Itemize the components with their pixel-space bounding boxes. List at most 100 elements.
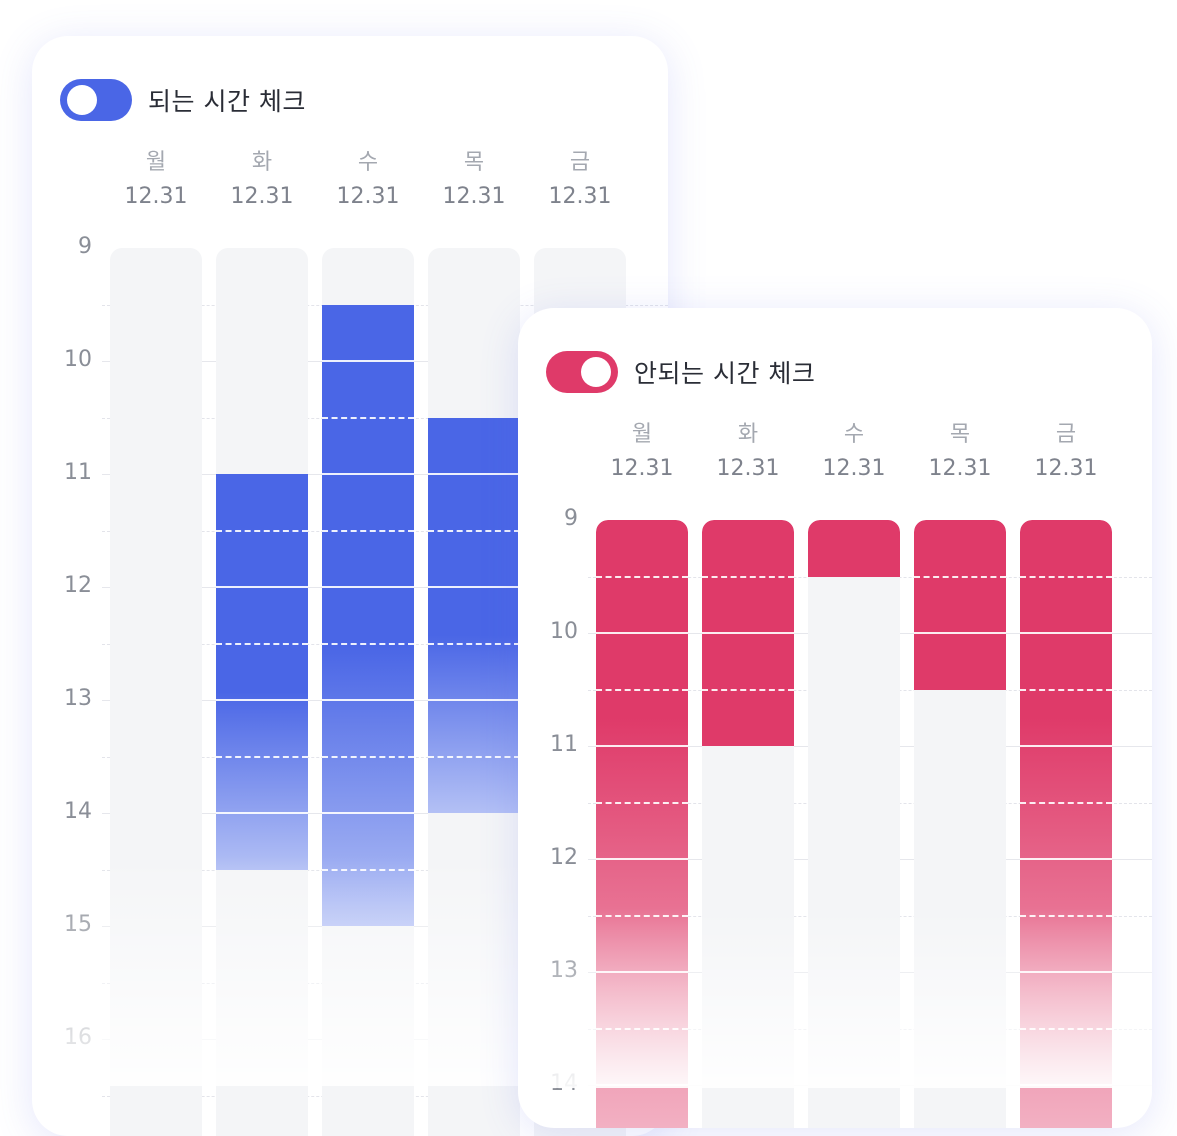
day-header[interactable]: 월 12.31 <box>110 150 202 212</box>
hour-tick-label: 12 <box>64 573 92 598</box>
half-hour-divider <box>322 529 414 532</box>
half-hour-divider <box>914 575 1006 578</box>
day-column[interactable] <box>216 248 308 1136</box>
day-header[interactable]: 금 12.31 <box>534 150 626 212</box>
day-header[interactable]: 금 12.31 <box>1020 422 1112 484</box>
day-name: 화 <box>737 422 759 447</box>
half-hour-divider <box>428 529 520 532</box>
day-header[interactable]: 목 12.31 <box>914 422 1006 484</box>
day-name: 월 <box>145 150 167 175</box>
day-date: 12.31 <box>442 184 506 209</box>
hour-tick-label: 9 <box>564 506 578 531</box>
half-hour-divider <box>216 529 308 532</box>
hour-divider <box>596 632 688 634</box>
day-header[interactable]: 수 12.31 <box>322 150 414 212</box>
hour-divider <box>1020 745 1112 747</box>
time-block[interactable] <box>702 520 794 746</box>
day-column[interactable] <box>1020 520 1112 1128</box>
half-hour-divider <box>1020 801 1112 804</box>
day-date: 12.31 <box>928 456 992 481</box>
day-column[interactable] <box>808 520 900 1128</box>
day-column[interactable] <box>702 520 794 1128</box>
hour-divider <box>322 473 414 475</box>
half-hour-divider <box>322 868 414 871</box>
time-block[interactable] <box>216 474 308 870</box>
hour-divider <box>428 586 520 588</box>
hour-divider <box>702 632 794 634</box>
day-column[interactable] <box>322 248 414 1136</box>
available-toggle[interactable] <box>60 79 132 121</box>
half-hour-divider <box>596 914 688 917</box>
half-hour-divider <box>216 642 308 645</box>
half-hour-divider <box>322 642 414 645</box>
half-hour-divider <box>216 755 308 758</box>
hour-divider <box>596 1084 688 1086</box>
hour-divider <box>428 699 520 701</box>
hour-tick-label: 11 <box>64 460 92 485</box>
half-hour-divider <box>596 1027 688 1030</box>
day-date: 12.31 <box>230 184 294 209</box>
schedule-grid <box>518 520 1152 1128</box>
day-column[interactable] <box>914 520 1006 1128</box>
day-header[interactable]: 목 12.31 <box>428 150 520 212</box>
day-name: 금 <box>1055 422 1077 447</box>
hour-tick-label: 10 <box>64 347 92 372</box>
hour-tick-label: 13 <box>64 686 92 711</box>
time-block[interactable] <box>914 520 1006 690</box>
hour-divider <box>596 858 688 860</box>
half-hour-divider <box>1020 914 1112 917</box>
hour-divider <box>322 699 414 701</box>
hour-divider <box>1020 632 1112 634</box>
day-name: 월 <box>631 422 653 447</box>
day-date: 12.31 <box>716 456 780 481</box>
time-block[interactable] <box>808 520 900 577</box>
day-column[interactable] <box>110 248 202 1136</box>
day-column[interactable] <box>596 520 688 1128</box>
hour-tick-label: 10 <box>550 619 578 644</box>
hour-divider <box>216 812 308 814</box>
time-block[interactable] <box>596 520 688 1128</box>
half-hour-divider <box>428 755 520 758</box>
toggle-knob-icon <box>67 85 97 115</box>
hour-divider <box>914 632 1006 634</box>
day-column[interactable] <box>428 248 520 1136</box>
time-block[interactable] <box>322 304 414 926</box>
day-date: 12.31 <box>124 184 188 209</box>
half-hour-divider <box>596 688 688 691</box>
hour-divider <box>322 586 414 588</box>
half-hour-divider <box>1020 1027 1112 1030</box>
day-name: 화 <box>251 150 273 175</box>
unavailable-header: 안되는 시간 체크 <box>546 350 815 394</box>
hour-divider <box>322 360 414 362</box>
day-date: 12.31 <box>548 184 612 209</box>
available-header: 되는 시간 체크 <box>60 78 306 122</box>
hour-tick-label: 9 <box>78 234 92 259</box>
hour-divider <box>216 699 308 701</box>
day-name: 수 <box>843 422 865 447</box>
day-name: 목 <box>949 422 971 447</box>
hour-divider <box>216 586 308 588</box>
hour-divider <box>1020 971 1112 973</box>
half-hour-divider <box>322 416 414 419</box>
toggle-knob-icon <box>581 357 611 387</box>
day-header[interactable]: 월 12.31 <box>596 422 688 484</box>
half-hour-divider <box>702 688 794 691</box>
time-block[interactable] <box>1020 520 1112 1128</box>
time-block[interactable] <box>428 417 520 813</box>
hour-tick-label: 14 <box>64 799 92 824</box>
day-header[interactable]: 화 12.31 <box>216 150 308 212</box>
half-hour-divider <box>428 642 520 645</box>
half-hour-divider <box>702 575 794 578</box>
hour-tick-label: 12 <box>550 845 578 870</box>
unavailable-toggle[interactable] <box>546 351 618 393</box>
half-hour-divider <box>596 575 688 578</box>
day-name: 수 <box>357 150 379 175</box>
half-hour-divider <box>596 801 688 804</box>
hour-tick-label: 11 <box>550 732 578 757</box>
day-date: 12.31 <box>336 184 400 209</box>
hour-divider <box>1020 858 1112 860</box>
day-date: 12.31 <box>1034 456 1098 481</box>
day-header[interactable]: 수 12.31 <box>808 422 900 484</box>
hour-divider <box>1020 1084 1112 1086</box>
day-header[interactable]: 화 12.31 <box>702 422 794 484</box>
